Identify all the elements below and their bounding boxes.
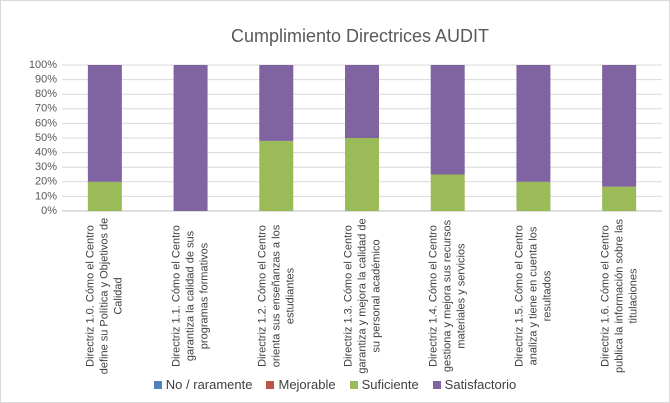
x-tick-label: Directriz 1.3. Cómo el Centro garantiza … (342, 218, 382, 374)
y-tick-label: 80% (35, 88, 57, 100)
y-tick-label: 90% (35, 74, 57, 86)
legend-swatch (432, 380, 441, 389)
chart-title: Cumplimiento Directrices AUDIT (231, 26, 489, 46)
bar-segment (259, 65, 294, 141)
bar-segment (87, 181, 122, 211)
y-tick-label: 60% (35, 117, 57, 129)
y-tick-label: 30% (35, 161, 57, 173)
legend-swatch (153, 380, 162, 389)
legend-item: Suficiente (349, 377, 419, 392)
legend-item: Satisfactorio (432, 377, 517, 392)
x-tick-label: Directriz 1.2. Cómo el Centro orienta su… (256, 224, 297, 368)
bar-segment (259, 140, 294, 211)
legend-label: Satisfactorio (444, 377, 517, 392)
y-tick-label: 40% (35, 147, 57, 159)
y-tick-label: 0% (41, 205, 57, 217)
bar-segment (345, 138, 379, 211)
bar-segment (345, 65, 379, 138)
y-tick-label: 50% (35, 132, 57, 144)
y-tick-label: 10% (35, 190, 57, 202)
x-tick-label: Directriz 1.1. Cómo el Centro garantiza … (170, 225, 211, 367)
bar-segment (516, 65, 551, 182)
legend-label: No / raramente (165, 377, 253, 392)
legend-label: Mejorable (278, 377, 336, 392)
legend-swatch (349, 380, 358, 389)
legend-swatch (266, 380, 275, 389)
x-tick-label: Directriz 1.6. Cómo el Centro publica la… (599, 218, 640, 374)
y-tick-label: 100% (29, 59, 57, 71)
bar-segment (602, 186, 637, 211)
x-tick-label: Directriz 1.0. Cómo el Centro define su … (84, 217, 125, 375)
y-tick-label: 70% (35, 103, 57, 115)
legend-item: Mejorable (266, 377, 336, 392)
bar-segment (430, 174, 465, 211)
bar-segment (173, 65, 208, 211)
y-tick-label: 20% (35, 176, 57, 188)
x-tick-label: Directriz 1.5. Cómo el Centro analiza y … (513, 225, 554, 367)
legend: No / raramente Mejorable Suficiente Satisfa… (0, 377, 670, 392)
bar-segment (602, 65, 637, 187)
bar-segment (516, 181, 551, 211)
bar-segment (430, 65, 465, 175)
bar-segment (87, 65, 122, 182)
x-tick-label: Directriz 1.4. Cómo el Centro gestiona y… (427, 219, 468, 373)
legend-item: No / raramente (153, 377, 253, 392)
legend-label: Suficiente (361, 377, 419, 392)
